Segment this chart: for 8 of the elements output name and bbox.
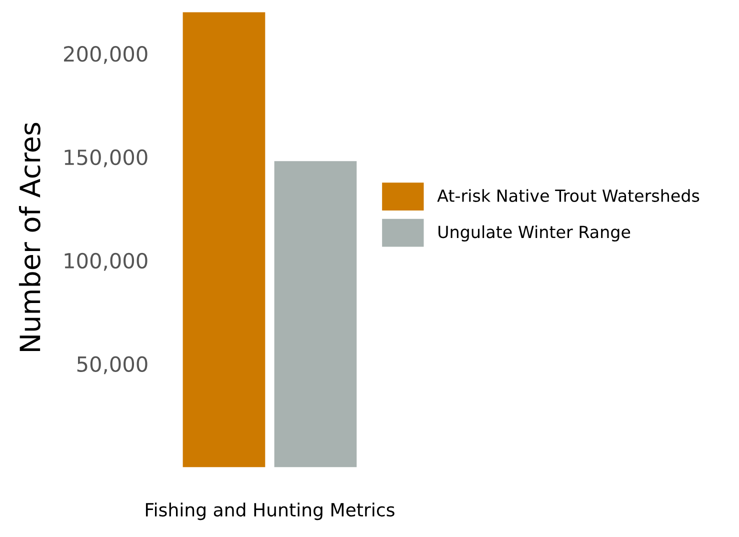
y-tick-label: 200,000 — [64, 46, 148, 64]
y-tick-label: 100,000 — [64, 252, 148, 271]
y-axis-title: Number of Acres — [18, 122, 40, 351]
legend-label: At-risk Native Trout Watersheds — [437, 189, 700, 202]
x-axis-title: Fishing and Hunting Metrics — [146, 502, 394, 520]
y-tick-label: 50,000 — [77, 356, 148, 374]
y-tick-label: 150,000 — [64, 149, 148, 168]
legend-label: Ungulate Winter Range — [438, 225, 630, 242]
